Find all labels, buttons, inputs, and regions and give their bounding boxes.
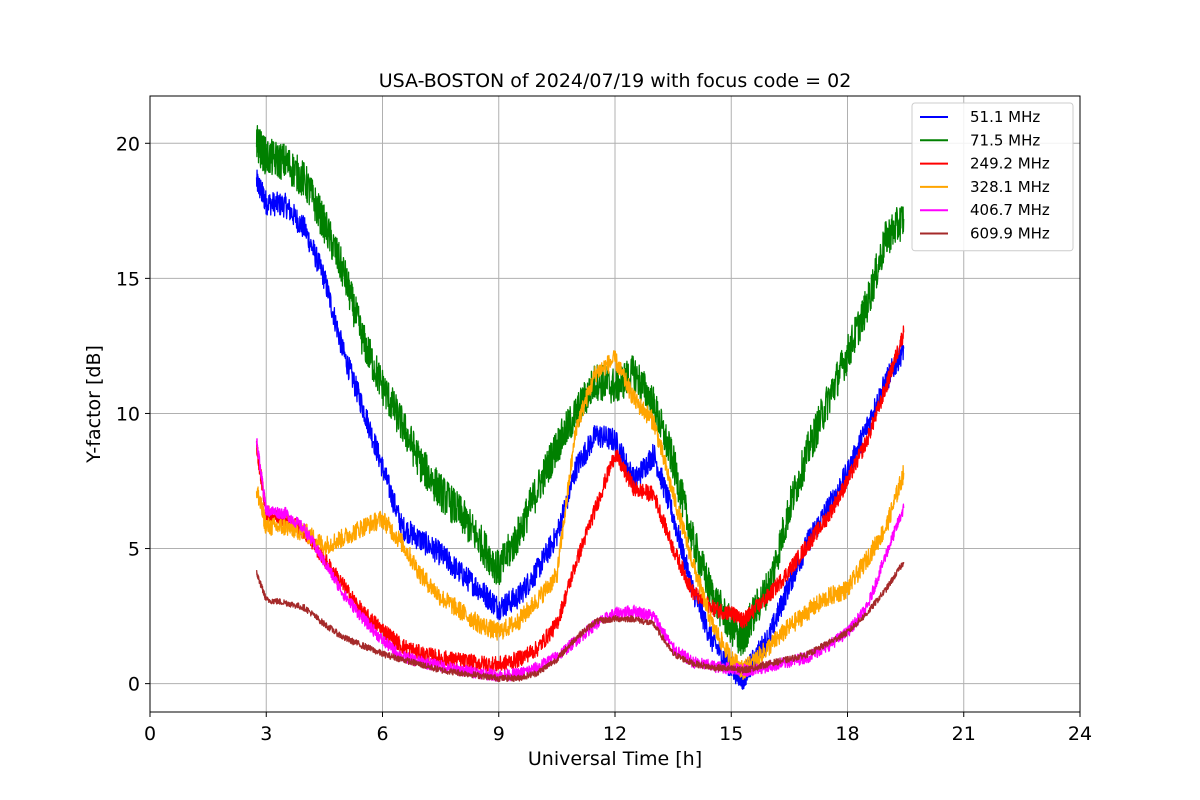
series-line-51-1-mhz bbox=[255, 169, 905, 690]
x-tick-label: 6 bbox=[376, 723, 388, 745]
x-axis-label: Universal Time [h] bbox=[528, 748, 702, 770]
y-tick-label: 15 bbox=[116, 268, 140, 290]
y-tick-label: 0 bbox=[128, 674, 140, 696]
x-tick-label: 15 bbox=[719, 723, 743, 745]
x-tick-label: 24 bbox=[1068, 723, 1092, 745]
series-layer bbox=[255, 125, 905, 690]
legend-label: 328.1 MHz bbox=[970, 178, 1050, 196]
y-tick-label: 5 bbox=[128, 539, 140, 561]
series-line-609-9-mhz bbox=[255, 561, 905, 683]
series-line-71-5-mhz bbox=[255, 125, 905, 656]
y-tick-label: 10 bbox=[116, 403, 140, 425]
x-tick-label: 9 bbox=[493, 723, 505, 745]
chart-title: USA-BOSTON of 2024/07/19 with focus code… bbox=[379, 70, 852, 92]
y-tick-label: 20 bbox=[116, 133, 140, 155]
x-tick-label: 21 bbox=[952, 723, 976, 745]
legend-label: 51.1 MHz bbox=[970, 108, 1040, 126]
x-tick-label: 0 bbox=[144, 723, 156, 745]
x-tick-label: 18 bbox=[835, 723, 859, 745]
x-tick-label: 12 bbox=[603, 723, 627, 745]
series-line-249-2-mhz bbox=[255, 325, 905, 673]
legend-box bbox=[911, 102, 1074, 252]
legend: 51.1 MHz 71.5 MHz 249.2 MHz 328.1 MHz 406.7 … bbox=[911, 102, 1074, 252]
tick-layer: 0 3 6 9 12 15 18 21 24 0 5 10 15 20 bbox=[116, 133, 1092, 745]
legend-label: 249.2 MHz bbox=[970, 155, 1050, 173]
legend-label: 406.7 MHz bbox=[970, 201, 1050, 219]
legend-label: 609.9 MHz bbox=[970, 225, 1050, 243]
legend-label: 71.5 MHz bbox=[970, 131, 1040, 149]
x-tick-label: 3 bbox=[260, 723, 272, 745]
y-axis-label: Y-factor [dB] bbox=[83, 345, 105, 464]
series-line-328-1-mhz bbox=[255, 350, 905, 681]
